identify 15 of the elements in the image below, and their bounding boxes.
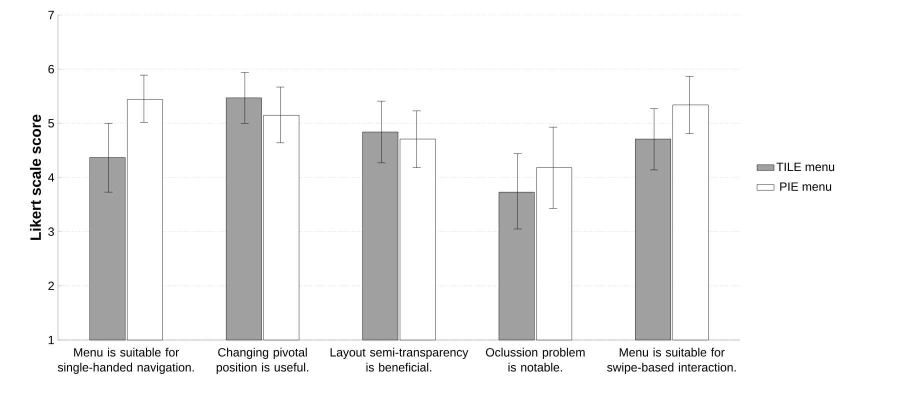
y-tick-label: 3 <box>48 227 54 236</box>
y-axis-title: Likert scale score <box>30 114 41 240</box>
x-tick-label: Oclussion problem is notable. <box>486 348 585 372</box>
y-tick-label: 6 <box>48 64 54 74</box>
y-tick-label: 7 <box>48 10 54 20</box>
legend-label: TILE menu <box>776 162 834 172</box>
x-tick-label: Menu is suitable for swipe-based interaction. <box>607 348 736 374</box>
legend-label: PIE menu <box>780 182 832 191</box>
y-tick-label: 2 <box>48 282 54 290</box>
y-tick-label: 5 <box>48 119 54 128</box>
x-tick-label: Changing pivotal position is useful. <box>216 348 308 374</box>
x-tick-label: Menu is suitable for single-handed navigation. <box>58 348 194 374</box>
y-tick-label: 1 <box>48 336 54 344</box>
x-tick-label: Layout semi-transparency is beneficial. <box>330 348 468 372</box>
y-tick-label: 4 <box>48 173 54 182</box>
